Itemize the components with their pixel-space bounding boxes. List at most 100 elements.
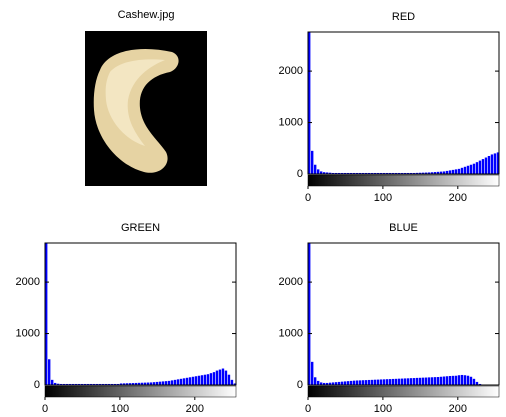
histogram-bar xyxy=(370,379,374,385)
histogram-bar xyxy=(388,379,392,385)
histogram-bar xyxy=(110,383,114,385)
histogram-bar xyxy=(191,376,195,385)
histogram-bar xyxy=(478,383,482,385)
histogram-bar xyxy=(337,172,341,174)
histogram-bar xyxy=(478,160,482,174)
histogram-bar xyxy=(448,375,452,385)
histogram-bar xyxy=(427,377,431,385)
histogram-bar xyxy=(400,378,404,385)
histogram-bar xyxy=(397,172,401,174)
histogram-bar xyxy=(215,370,219,385)
histogram-bar xyxy=(361,172,365,174)
histogram-bar xyxy=(415,172,419,174)
histogram-bar xyxy=(343,172,347,174)
histogram-bar xyxy=(460,374,464,385)
histogram-bar xyxy=(367,379,371,385)
y-tick-label: 0 xyxy=(297,379,303,391)
histogram-bar xyxy=(391,172,395,174)
histogram-bar xyxy=(230,379,234,385)
histogram-bar xyxy=(224,370,228,385)
histogram-bar xyxy=(233,383,237,385)
histogram-bar xyxy=(451,375,455,385)
chart-title: RED xyxy=(392,11,415,23)
histogram-bar xyxy=(167,380,171,385)
histogram-bar xyxy=(227,374,231,385)
histogram-bar xyxy=(45,243,48,385)
histogram-bar xyxy=(77,383,81,385)
histogram-bar xyxy=(364,380,368,385)
histogram-bar xyxy=(197,375,201,385)
histogram-bar xyxy=(95,383,99,385)
histogram-bar xyxy=(460,167,464,174)
histogram-bar xyxy=(496,152,500,174)
y-tick-label: 1000 xyxy=(279,116,303,128)
histogram-bar xyxy=(203,374,207,385)
histogram-bar xyxy=(433,377,437,385)
histogram-bar xyxy=(80,383,84,385)
histogram-bar xyxy=(149,382,153,385)
histogram-bar xyxy=(65,383,69,385)
histogram-bar xyxy=(92,383,96,385)
histogram-bar xyxy=(373,379,377,385)
histogram-bar xyxy=(403,172,407,174)
histogram-bar xyxy=(463,166,467,174)
histogram-bar xyxy=(433,172,437,174)
histogram-bar xyxy=(442,376,446,385)
histogram-bar xyxy=(379,172,383,174)
histogram-bar xyxy=(352,380,356,385)
histogram-bar xyxy=(430,172,434,174)
histogram-bar xyxy=(209,373,213,385)
histogram-bar xyxy=(173,379,177,385)
histogram-bar xyxy=(391,378,395,385)
histogram-bar xyxy=(155,381,159,385)
histogram-bar xyxy=(308,32,311,174)
histogram-bar xyxy=(388,172,392,174)
x-tick-label: 0 xyxy=(305,192,311,204)
histogram-bar xyxy=(200,375,204,385)
gray-bar xyxy=(44,385,237,398)
histogram-bar xyxy=(451,169,455,174)
histogram-bar xyxy=(445,170,449,174)
histogram-bar xyxy=(98,383,102,385)
histogram-bar xyxy=(337,381,341,385)
histogram-bar xyxy=(385,379,389,385)
histogram-bar xyxy=(367,172,371,174)
x-tick-label: 100 xyxy=(374,192,392,204)
histogram-bar xyxy=(436,171,440,174)
histogram-bar xyxy=(340,381,344,385)
histogram-bar xyxy=(352,172,356,174)
histogram-bar xyxy=(328,172,332,174)
histogram-bar xyxy=(86,383,90,385)
x-tick-label: 200 xyxy=(449,192,467,204)
x-tick-label: 200 xyxy=(186,403,204,415)
histogram-bar xyxy=(316,169,320,174)
histogram-bar xyxy=(59,383,63,385)
histogram-bar xyxy=(104,383,108,385)
axes-box xyxy=(44,242,237,386)
histogram-bar xyxy=(113,383,117,385)
histogram-bar xyxy=(325,382,329,385)
gray-bar xyxy=(307,174,500,187)
histogram-bar xyxy=(349,172,353,174)
histogram-bar xyxy=(346,172,350,174)
histogram-bar xyxy=(457,375,461,385)
histogram-bar xyxy=(472,163,476,174)
histogram-bar xyxy=(325,172,329,174)
histogram-bar xyxy=(221,368,225,385)
chart-title: BLUE xyxy=(389,222,418,234)
x-tick-label: 100 xyxy=(374,403,392,415)
y-tick-label: 0 xyxy=(297,168,303,180)
histogram-bar xyxy=(418,377,422,385)
histogram-bar xyxy=(340,172,344,174)
y-tick-label: 0 xyxy=(34,379,40,391)
histogram-bar xyxy=(403,378,407,385)
histogram-bar xyxy=(406,172,410,174)
histogram-bar xyxy=(448,170,452,174)
histogram-bar xyxy=(457,168,461,174)
y-tick-label: 2000 xyxy=(279,276,303,288)
histogram-bar xyxy=(409,172,413,174)
histogram-bar xyxy=(170,380,174,385)
histogram-bar xyxy=(182,378,186,385)
histogram-bar xyxy=(355,380,359,385)
